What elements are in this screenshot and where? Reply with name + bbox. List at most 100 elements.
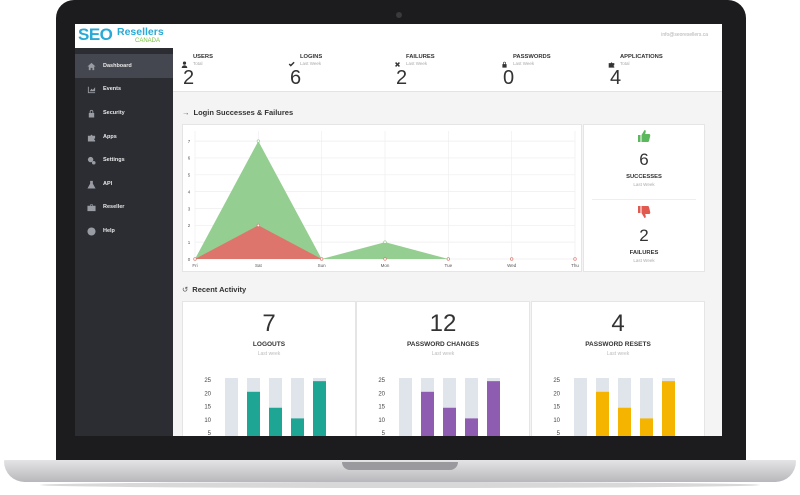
user-icon (181, 55, 188, 68)
card-sub: Last week (431, 351, 455, 357)
stat-value: 4 (610, 67, 622, 89)
x-tick-label: Tue (445, 263, 453, 268)
thumbs-down-icon (584, 205, 704, 224)
sidebar-item-apps[interactable]: Apps (75, 125, 173, 149)
laptop-notch (342, 462, 458, 470)
stat-sub: Last Week (300, 61, 322, 66)
mini-y-tick-label: 20 (553, 391, 560, 397)
mini-bar (269, 407, 282, 436)
data-point (383, 257, 387, 261)
summary-divider (592, 199, 696, 200)
mini-bar-track (225, 378, 238, 436)
failures-label: FAILURES (629, 250, 659, 256)
mini-bar-track (399, 378, 412, 436)
stat-label: LOGINS (300, 54, 323, 60)
mini-bar (640, 418, 653, 436)
mini-bar (596, 391, 609, 436)
sidebar-item-settings[interactable]: Settings (75, 148, 173, 172)
failures-value: 2 (639, 226, 649, 245)
user-email[interactable]: info@seoresellers.ca (661, 32, 708, 38)
sidebar-item-label: Security (103, 109, 125, 116)
card-value: 4 (611, 310, 625, 337)
gear-icon (87, 156, 97, 165)
sidebar-item-help[interactable]: Help (75, 219, 173, 243)
y-tick-label: 2 (188, 223, 191, 228)
sidebar-nav: Dashboard Events Security Apps Settings … (75, 54, 173, 243)
x-tick-label: Sat (255, 263, 263, 268)
laptop-base (4, 460, 796, 482)
home-icon (87, 62, 97, 70)
mini-bar (662, 381, 675, 436)
y-tick-label: 7 (188, 139, 191, 144)
brand-logo[interactable]: SEO Resellers CANADA (75, 24, 173, 48)
mini-y-tick-label: 5 (208, 431, 212, 436)
card-password-changes: 12 PASSWORD CHANGES Last week 25 20 15 10 5 (356, 301, 530, 436)
activity-section-label: Recent Activity (192, 285, 247, 294)
successes-area (195, 141, 575, 259)
data-point (510, 257, 514, 261)
stat-label: APPLICATIONS (620, 54, 663, 60)
screen: SEO Resellers CANADA Dashboard Events Se… (75, 24, 722, 436)
stat-label: PASSWORDS (513, 54, 551, 60)
sidebar-item-events[interactable]: Events (75, 78, 173, 102)
failures-sub: Last Week (633, 258, 655, 263)
mini-y-tick-label: 15 (378, 405, 385, 411)
card-sub: Last week (257, 351, 281, 357)
login-chart: 0 1 2 3 4 5 6 7 Fri Sat Sun Mon Tue Wed Thu (188, 131, 579, 268)
card-value: 7 (262, 310, 276, 337)
mini-y-tick-label: 5 (557, 431, 561, 436)
mini-y-tick-label: 20 (204, 391, 211, 397)
sidebar-item-label: Reseller (103, 204, 125, 211)
stat-value: 2 (396, 67, 408, 89)
mini-bar (313, 381, 326, 436)
card-label: PASSWORD RESETS (585, 341, 651, 348)
mini-y-tick-label: 20 (378, 391, 385, 397)
mini-y-tick-label: 10 (553, 418, 560, 424)
sidebar: SEO Resellers CANADA Dashboard Events Se… (75, 24, 173, 436)
data-point (573, 257, 577, 261)
card-logouts: 7 LOGOUTS Last week 25 20 15 10 5 (182, 301, 356, 436)
mini-bar-track (574, 378, 587, 436)
stat-sub: Total (620, 61, 630, 66)
thumbs-up-icon (584, 129, 704, 148)
y-tick-label: 6 (188, 156, 191, 161)
mini-bar (487, 381, 500, 436)
close-icon (394, 55, 401, 67)
login-section-title: → Login Successes & Failures (182, 108, 293, 117)
sidebar-item-api[interactable]: API (75, 172, 173, 196)
x-tick-label: Wed (507, 263, 517, 268)
mini-y-tick-label: 10 (204, 418, 211, 424)
activity-section-title: ↺ Recent Activity (182, 285, 246, 294)
data-point (256, 223, 260, 227)
briefcase-icon (87, 203, 97, 212)
successes-value: 6 (639, 150, 649, 169)
login-summary-panel: 6 SUCCESSES Last Week 2 FAILURES Last We… (583, 124, 705, 272)
stat-value: 6 (290, 67, 302, 89)
mini-y-tick-label: 15 (553, 405, 560, 411)
chart-icon (87, 85, 97, 94)
successes-sub: Last Week (633, 182, 655, 187)
mini-y-tick-label: 15 (204, 405, 211, 411)
password-changes-mini-chart: 25 20 15 10 5 (378, 378, 500, 436)
y-tick-label: 3 (188, 206, 191, 211)
stat-value: 0 (503, 67, 515, 89)
logo-country: CANADA (135, 38, 161, 44)
sidebar-item-reseller[interactable]: Reseller (75, 196, 173, 220)
x-tick-label: Sun (318, 263, 327, 268)
sidebar-item-security[interactable]: Security (75, 101, 173, 125)
stat-sub: Last Week (513, 61, 535, 66)
sidebar-item-label: Dashboard (103, 62, 132, 69)
data-point (383, 240, 387, 244)
stat-value: 2 (183, 67, 195, 89)
mini-bar (618, 407, 631, 436)
password-resets-mini-chart: 25 20 15 10 5 (553, 378, 675, 436)
sidebar-item-dashboard[interactable]: Dashboard (75, 54, 173, 78)
stat-label: FAILURES (406, 54, 435, 60)
camera (396, 12, 402, 18)
y-tick-label: 5 (188, 173, 191, 178)
failures-area (195, 225, 575, 259)
successes-label: SUCCESSES (626, 174, 662, 180)
sidebar-item-label: Apps (103, 133, 117, 140)
login-section-label: Login Successes & Failures (193, 108, 294, 117)
sidebar-item-label: Events (103, 86, 122, 93)
